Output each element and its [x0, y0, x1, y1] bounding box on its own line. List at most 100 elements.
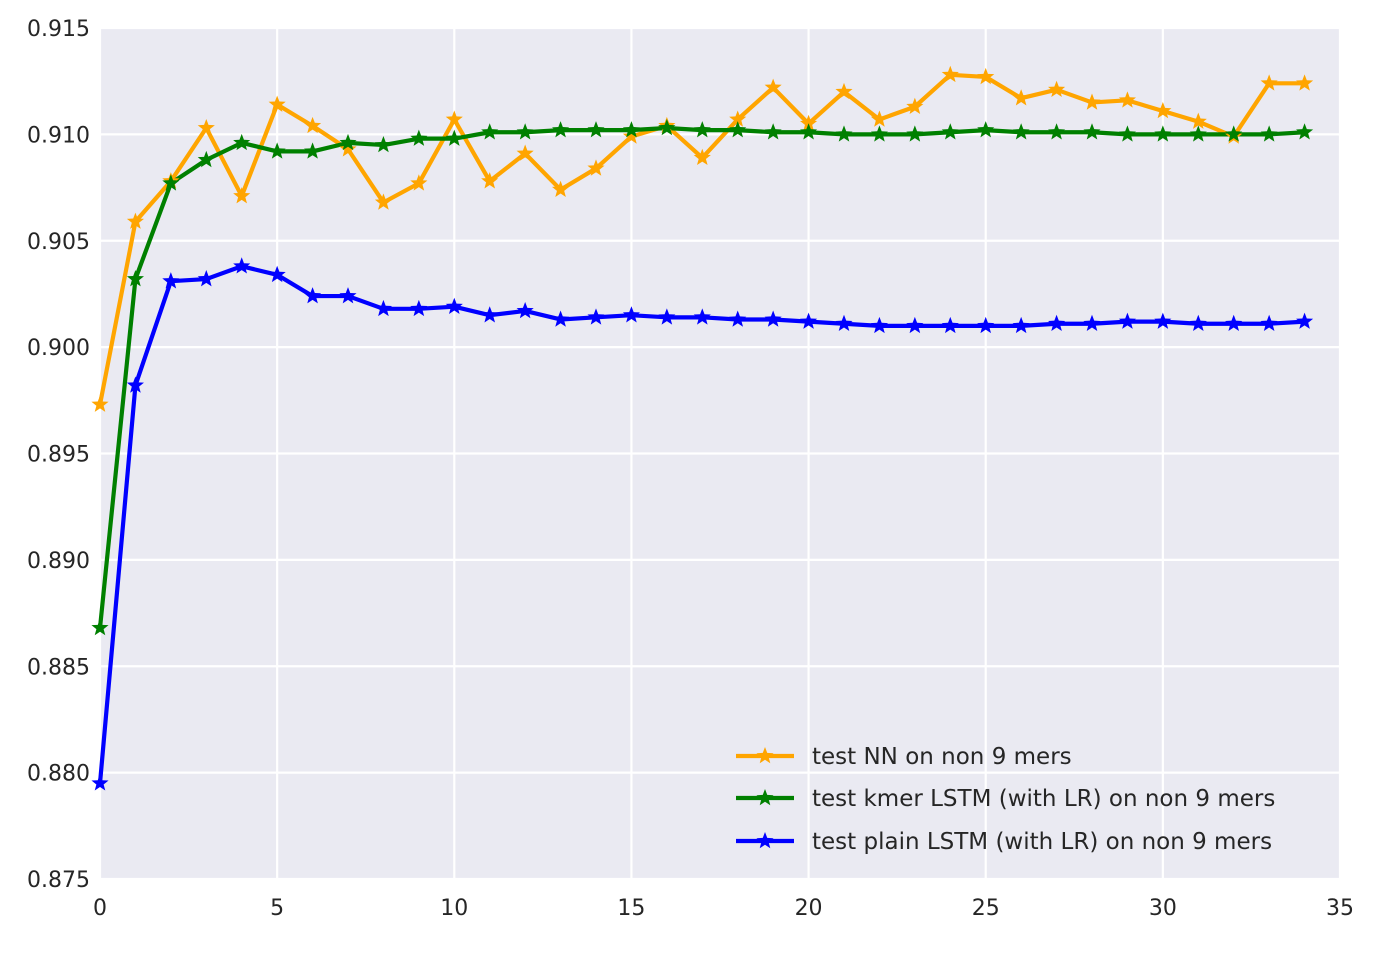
data-point-marker: [729, 121, 747, 138]
data-point-marker: [197, 270, 215, 287]
data-point-marker: [1225, 314, 1243, 331]
data-point-marker: [374, 193, 392, 210]
data-point-marker: [339, 287, 357, 304]
data-point-marker: [1048, 314, 1066, 331]
data-point-marker: [1083, 314, 1101, 331]
x-tick-label: 25: [972, 896, 1000, 921]
data-point-marker: [304, 142, 322, 159]
y-tick-label: 0.875: [27, 868, 90, 893]
data-point-marker: [622, 306, 640, 323]
y-tick-label: 0.890: [27, 549, 90, 574]
data-point-marker: [1083, 93, 1101, 110]
legend: test NN on non 9 mers test kmer LSTM (wit…: [736, 744, 1275, 855]
legend-label-0: test NN on non 9 mers: [812, 744, 1072, 770]
data-point-marker: [552, 121, 570, 138]
data-point-marker: [410, 129, 428, 146]
data-point-marker: [1260, 314, 1278, 331]
x-tick-label: 35: [1326, 896, 1354, 921]
data-point-marker: [693, 308, 711, 325]
data-point-marker: [658, 118, 676, 136]
data-point-marker: [1048, 80, 1066, 97]
data-point-marker: [870, 125, 888, 142]
x-tick-label: 15: [617, 896, 645, 921]
data-point-marker: [835, 82, 853, 100]
data-point-marker: [764, 310, 782, 327]
data-point-marker: [941, 316, 959, 334]
data-point-marker: [870, 316, 888, 334]
data-point-marker: [339, 140, 357, 157]
data-point-marker: [835, 314, 853, 331]
data-point-marker: [1296, 123, 1314, 140]
data-point-marker: [729, 110, 747, 127]
data-point-marker: [1189, 314, 1207, 331]
x-tick-label: 5: [270, 896, 284, 921]
data-point-marker: [1296, 74, 1314, 91]
y-tick-label: 0.885: [27, 655, 90, 680]
data-point-marker: [906, 316, 924, 334]
data-point-marker: [481, 306, 499, 323]
grid-lines: [98, 26, 1342, 881]
data-point-marker: [197, 150, 215, 168]
data-point-marker: [91, 395, 109, 412]
data-point-marker: [1012, 89, 1030, 106]
data-point-marker: [800, 123, 818, 140]
data-point-marker: [162, 272, 180, 289]
data-point-marker: [445, 129, 463, 146]
data-point-marker: [1260, 125, 1278, 142]
data-point-marker: [693, 148, 711, 166]
data-point-marker: [410, 174, 428, 191]
data-point-marker: [764, 78, 782, 95]
legend-marker-0: [756, 747, 774, 764]
data-point-marker: [304, 116, 322, 134]
y-tick-label: 0.900: [27, 336, 90, 361]
data-point-marker: [516, 144, 534, 161]
y-tick-label: 0.915: [27, 17, 90, 42]
data-point-marker: [268, 142, 286, 159]
data-point-marker: [91, 774, 109, 791]
data-point-marker: [1012, 123, 1030, 140]
y-axis-tick-labels: 0.875 0.880 0.885 0.890 0.895 0.900 0.905 0.910…: [27, 17, 90, 893]
data-point-marker: [126, 212, 144, 229]
data-point-marker: [1225, 125, 1243, 142]
data-point-marker: [977, 67, 995, 85]
data-point-marker: [1118, 312, 1136, 329]
x-tick-label: 30: [1149, 896, 1177, 921]
data-point-marker: [445, 110, 463, 127]
y-tick-label: 0.910: [27, 123, 90, 148]
data-point-marker: [126, 376, 144, 393]
x-tick-label: 10: [440, 896, 468, 921]
data-point-marker: [516, 301, 534, 319]
data-point-marker: [374, 299, 392, 317]
data-point-marker: [197, 118, 215, 136]
data-point-marker: [1048, 123, 1066, 140]
data-point-marker: [977, 316, 995, 334]
data-point-marker: [339, 133, 357, 151]
data-point-marker: [233, 133, 251, 151]
data-point-marker: [622, 121, 640, 138]
data-point-marker: [233, 257, 251, 274]
data-point-marker: [1154, 125, 1172, 142]
x-tick-label: 20: [795, 896, 823, 921]
data-point-marker: [162, 174, 180, 191]
data-point-marker: [1260, 74, 1278, 91]
data-point-marker: [693, 121, 711, 138]
data-point-marker: [304, 287, 322, 304]
legend-label-1: test kmer LSTM (with LR) on non 9 mers: [812, 786, 1275, 812]
data-point-marker: [268, 95, 286, 112]
data-point-marker: [481, 123, 499, 140]
data-point-marker: [729, 310, 747, 327]
legend-marker-2: [756, 832, 774, 849]
data-point-marker: [1118, 125, 1136, 142]
data-point-marker: [941, 123, 959, 140]
data-point-marker: [906, 125, 924, 142]
data-point-marker: [1083, 123, 1101, 140]
x-axis-tick-labels: 0 5 10 15 20 25 30 35: [93, 896, 1354, 921]
y-tick-label: 0.880: [27, 762, 90, 787]
x-tick-label: 0: [93, 896, 107, 921]
data-point-marker: [941, 65, 959, 83]
data-point-marker: [764, 123, 782, 140]
y-tick-label: 0.895: [27, 443, 90, 468]
data-point-marker: [587, 308, 605, 325]
data-point-marker: [1118, 91, 1136, 108]
